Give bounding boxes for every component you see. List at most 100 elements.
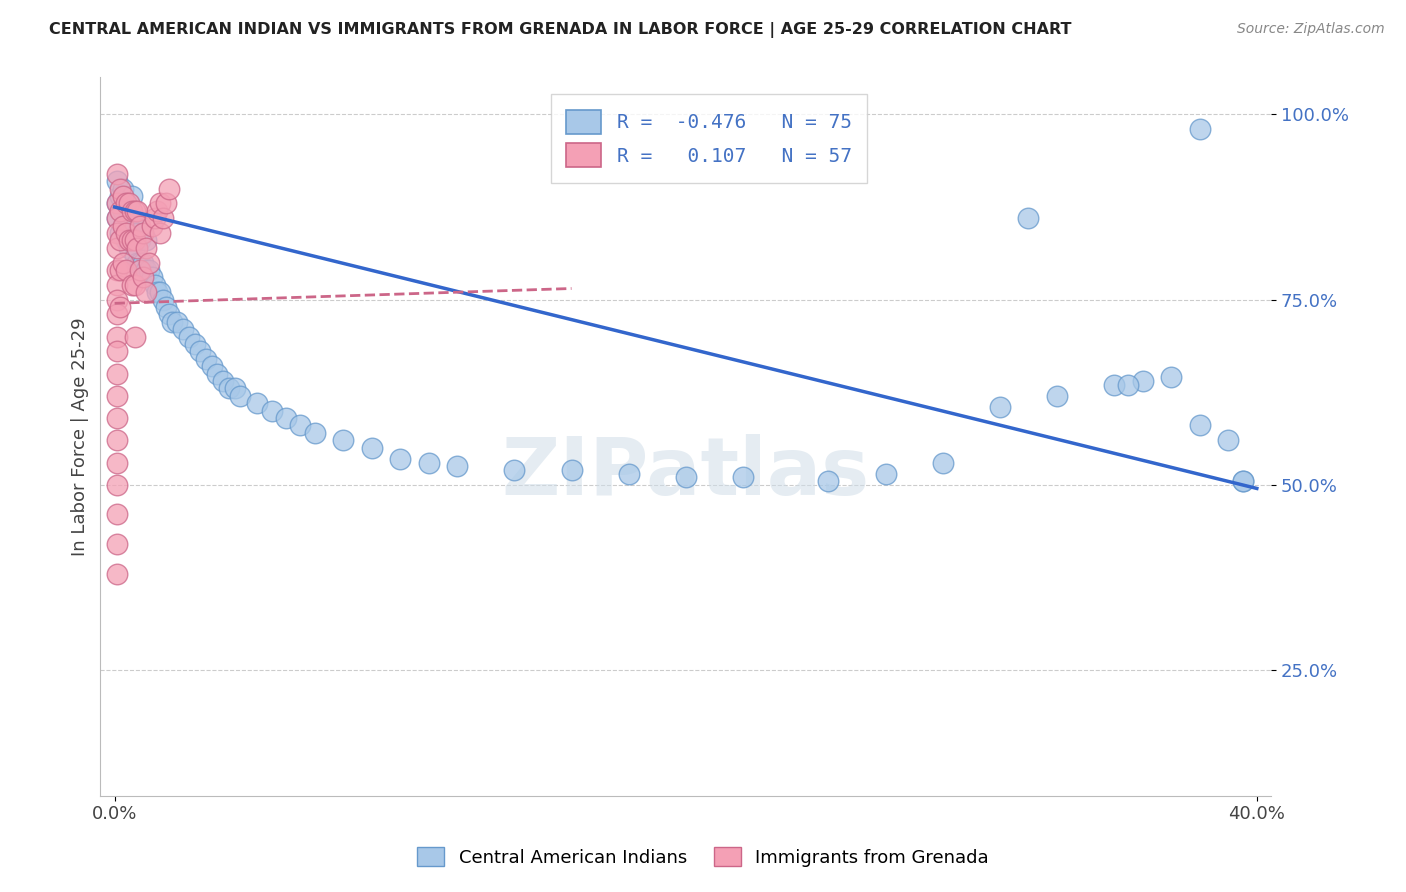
Text: CENTRAL AMERICAN INDIAN VS IMMIGRANTS FROM GRENADA IN LABOR FORCE | AGE 25-29 CO: CENTRAL AMERICAN INDIAN VS IMMIGRANTS FR…: [49, 22, 1071, 38]
Point: [135, 233, 157, 247]
Point: [135, 263, 157, 277]
Point: [155, 196, 177, 211]
Point: [146, 285, 169, 300]
Point: [112, 203, 135, 218]
Point: [110, 263, 132, 277]
Point: [127, 226, 149, 240]
Point: [107, 456, 129, 470]
Point: [160, 315, 183, 329]
Point: [132, 226, 155, 240]
Point: [110, 226, 132, 240]
Point: [110, 189, 132, 203]
Point: [446, 459, 468, 474]
Point: [112, 219, 135, 233]
Point: [118, 196, 141, 211]
Point: [503, 463, 526, 477]
Text: Source: ZipAtlas.com: Source: ZipAtlas.com: [1237, 22, 1385, 37]
Point: [121, 233, 143, 247]
Point: [172, 322, 194, 336]
Point: [201, 359, 224, 374]
Point: [107, 174, 129, 188]
Point: [560, 463, 582, 477]
Point: [107, 344, 129, 359]
Point: [617, 467, 640, 481]
Point: [129, 219, 152, 233]
Point: [138, 263, 160, 277]
Point: [135, 241, 157, 255]
Point: [112, 255, 135, 269]
Point: [166, 315, 188, 329]
Point: [138, 255, 160, 269]
Point: [124, 248, 146, 262]
Point: [157, 307, 180, 321]
Point: [1017, 211, 1039, 226]
Point: [112, 181, 135, 195]
Point: [118, 233, 141, 247]
Point: [304, 425, 326, 440]
Point: [155, 300, 177, 314]
Point: [132, 255, 155, 269]
Point: [112, 219, 135, 233]
Point: [129, 233, 152, 247]
Point: [124, 203, 146, 218]
Point: [124, 219, 146, 233]
Point: [107, 196, 129, 211]
Y-axis label: In Labor Force | Age 25-29: In Labor Force | Age 25-29: [72, 318, 89, 556]
Point: [107, 167, 129, 181]
Point: [107, 411, 129, 425]
Point: [107, 367, 129, 381]
Point: [107, 277, 129, 292]
Point: [149, 196, 172, 211]
Point: [731, 470, 754, 484]
Point: [260, 403, 283, 417]
Point: [143, 211, 166, 226]
Point: [1132, 374, 1154, 388]
Point: [141, 219, 163, 233]
Point: [107, 241, 129, 255]
Point: [107, 211, 129, 226]
Point: [110, 300, 132, 314]
Point: [124, 329, 146, 343]
Point: [418, 456, 440, 470]
Point: [115, 226, 138, 240]
Point: [107, 389, 129, 403]
Point: [110, 203, 132, 218]
Point: [274, 411, 297, 425]
Point: [149, 226, 172, 240]
Point: [218, 381, 240, 395]
Text: ZIPatlas: ZIPatlas: [502, 434, 870, 511]
Point: [107, 537, 129, 551]
Point: [188, 344, 211, 359]
Point: [135, 285, 157, 300]
Point: [129, 263, 152, 277]
Point: [107, 508, 129, 522]
Point: [1188, 418, 1211, 433]
Point: [127, 241, 149, 255]
Point: [149, 285, 172, 300]
Point: [207, 367, 229, 381]
Point: [127, 203, 149, 218]
Legend: R =  -0.476   N = 75, R =   0.107   N = 57: R = -0.476 N = 75, R = 0.107 N = 57: [551, 95, 868, 183]
Point: [107, 226, 129, 240]
Point: [675, 470, 697, 484]
Point: [1118, 377, 1140, 392]
Point: [110, 233, 132, 247]
Point: [229, 389, 252, 403]
Point: [931, 456, 953, 470]
Point: [132, 226, 155, 240]
Point: [1160, 370, 1182, 384]
Point: [132, 270, 155, 285]
Point: [224, 381, 246, 395]
Point: [118, 211, 141, 226]
Point: [152, 293, 174, 307]
Point: [389, 451, 412, 466]
Legend: Central American Indians, Immigrants from Grenada: Central American Indians, Immigrants fro…: [409, 840, 997, 874]
Point: [115, 263, 138, 277]
Point: [107, 434, 129, 448]
Point: [107, 329, 129, 343]
Point: [107, 293, 129, 307]
Point: [121, 226, 143, 240]
Point: [118, 241, 141, 255]
Point: [157, 181, 180, 195]
Point: [875, 467, 897, 481]
